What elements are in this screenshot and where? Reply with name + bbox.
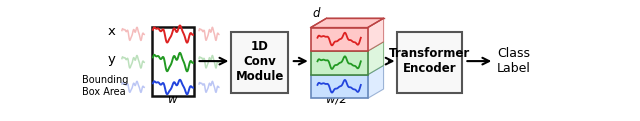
Polygon shape — [368, 18, 383, 51]
Polygon shape — [368, 42, 383, 75]
Text: y: y — [108, 53, 115, 66]
Text: w: w — [168, 93, 177, 106]
Text: Class
Label: Class Label — [497, 47, 531, 75]
FancyBboxPatch shape — [397, 32, 462, 93]
Text: x: x — [108, 25, 115, 38]
Polygon shape — [310, 18, 383, 28]
Text: Transformer
Encoder: Transformer Encoder — [389, 47, 470, 75]
Text: Bounding
Box Area: Bounding Box Area — [83, 75, 129, 97]
Text: 1D
Conv
Module: 1D Conv Module — [236, 40, 284, 83]
FancyBboxPatch shape — [152, 27, 194, 96]
FancyBboxPatch shape — [310, 28, 368, 51]
FancyBboxPatch shape — [231, 32, 288, 93]
Text: d: d — [312, 7, 319, 20]
Polygon shape — [368, 65, 383, 98]
FancyBboxPatch shape — [310, 51, 368, 75]
FancyBboxPatch shape — [310, 75, 368, 98]
Text: w/2: w/2 — [326, 93, 348, 106]
